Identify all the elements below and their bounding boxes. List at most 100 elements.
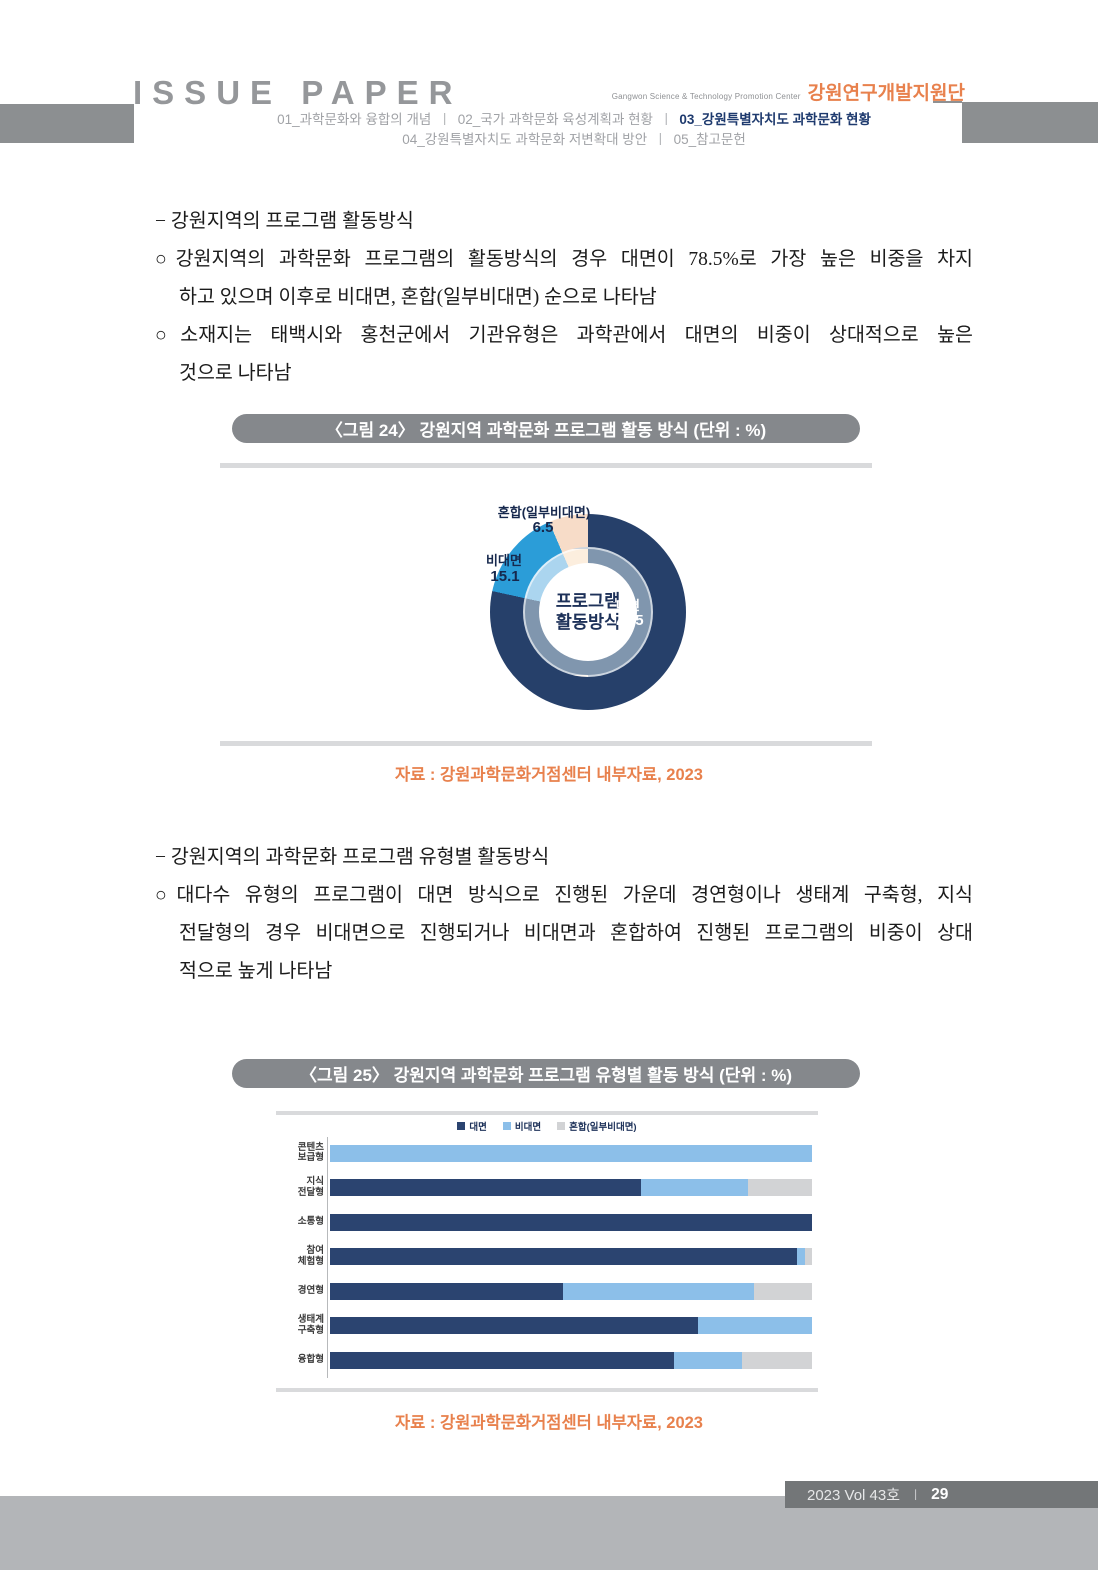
bar-category-label: 생태계 구축형	[297, 1314, 324, 1336]
figure25-rule-top	[276, 1111, 818, 1115]
bar-category-label: 경연형	[297, 1285, 324, 1296]
org-name-kr: 강원연구개발지원단	[807, 83, 965, 104]
body-line: 적으로 높게 나타남	[179, 961, 333, 982]
figure24-title-pill: 〈그림 24〉 강원지역 과학문화 프로그램 활동 방식 (단위 : %)	[232, 414, 860, 443]
bar-track	[330, 1351, 812, 1369]
bar-track	[330, 1179, 812, 1197]
bar-track	[330, 1144, 812, 1162]
legend-swatch	[557, 1122, 566, 1130]
bar-track	[330, 1282, 812, 1300]
figure25-rule-bottom	[276, 1388, 818, 1392]
figure25-source: 자료 : 강원과학문화거점센터 내부자료, 2023	[394, 1414, 703, 1432]
bar-category-label: 참여 체험형	[297, 1245, 324, 1267]
bar-row: 지식 전달형	[276, 1171, 818, 1206]
bar-row: 융합형	[276, 1343, 818, 1378]
body-line: 것으로 나타남	[179, 363, 292, 384]
bar-chart-axis	[327, 1137, 328, 1378]
legend-label: 혼합(일부비대면)	[569, 1122, 637, 1133]
donut-center-line-2: 활동방식	[555, 612, 621, 632]
body-section-1: − 강원지역의 프로그램 활동방식 ○강원지역의 과학문화 프로그램의 활동방식의…	[155, 203, 973, 393]
bar-segment	[562, 1282, 754, 1300]
bar-segment	[330, 1213, 812, 1231]
bar-row: 콘텐츠 보급형	[276, 1136, 818, 1171]
body-line: 전달형의 경우 비대면으로 진행되거나 비대면과 혼합하여 진행된 프로그램의 …	[179, 923, 973, 944]
legend-swatch	[502, 1122, 511, 1130]
bar-track	[330, 1317, 812, 1335]
donut-center-label: 프로그램 활동방식	[539, 563, 637, 661]
legend-label: 비대면	[514, 1122, 542, 1133]
bar-row: 소통형	[276, 1205, 818, 1240]
figure25-title-pill: 〈그림 25〉 강원지역 과학문화 프로그램 유형별 활동 방식 (단위 : %…	[232, 1059, 860, 1088]
nav-item[interactable]: 04_강원특별자치도 과학문화 저변확대 방안	[402, 132, 648, 147]
org-name-en: Gangwon Science & Technology Promotion C…	[611, 92, 801, 101]
header-tick	[933, 101, 962, 103]
body-line: − 강원지역의 프로그램 활동방식	[155, 211, 414, 232]
nav-item[interactable]: 01_과학문화와 융합의 개념	[277, 112, 432, 127]
body-line: − 강원지역의 과학문화 프로그램 유형별 활동방식	[155, 847, 550, 868]
footer-block	[0, 1496, 1098, 1570]
bar-segment	[748, 1179, 812, 1197]
bar-segment	[330, 1144, 812, 1162]
legend-item: 대면	[457, 1119, 487, 1133]
bar-track	[330, 1248, 812, 1266]
footer-volume: 2023 Vol 43호	[807, 1487, 901, 1504]
bar-row: 경연형	[276, 1274, 818, 1309]
figure24-source: 자료 : 강원과학문화거점센터 내부자료, 2023	[394, 766, 703, 784]
bar-category-label: 소통형	[297, 1216, 324, 1227]
donut-center-line-1: 프로그램	[555, 591, 621, 611]
bar-segment	[330, 1317, 698, 1335]
donut-label-face: 대면	[616, 598, 640, 613]
donut-value-nonface: 15.1	[490, 568, 520, 585]
nav-separator: ㅣ	[438, 112, 451, 127]
donut-label-mixed: 혼합(일부비대면)	[497, 505, 591, 520]
bar-segment	[330, 1248, 798, 1266]
body-section-2: − 강원지역의 과학문화 프로그램 유형별 활동방식 ○대다수 유형의 프로그램이…	[155, 839, 973, 991]
donut-chart-ring: 프로그램 활동방식	[490, 514, 686, 710]
bar-category-label: 융합형	[297, 1354, 324, 1365]
nav-separator: ㅣ	[659, 112, 673, 127]
nav-line-2: 04_강원특별자치도 과학문화 저변확대 방안 ㅣ 05_참고문헌	[134, 131, 1014, 148]
footer-separator: ㅣ	[910, 1488, 922, 1502]
legend-item: 비대면	[502, 1119, 542, 1133]
nav-item[interactable]: 05_참고문헌	[673, 132, 746, 147]
body-line: ○소재지는 태백시와 홍천군에서 기관유형은 과학관에서 대면의 비중이 상대적…	[155, 325, 973, 346]
bar-segment	[641, 1179, 749, 1197]
donut-value-face: 78.5	[614, 612, 644, 629]
legend-swatch	[457, 1122, 466, 1130]
figure24-rule-top	[220, 463, 872, 468]
bar-segment	[804, 1248, 812, 1266]
footer-bar: 2023 Vol 43호 ㅣ 29	[785, 1481, 1098, 1508]
bar-row: 생태계 구축형	[276, 1309, 818, 1344]
footer-page-number: 29	[931, 1485, 949, 1503]
body-line: ○대다수 유형의 프로그램이 대면 방식으로 진행된 가운데 경연형이나 생태계…	[155, 885, 973, 906]
bar-row: 참여 체험형	[276, 1240, 818, 1275]
legend-label: 대면	[469, 1122, 487, 1133]
header-org: Gangwon Science & Technology Promotion C…	[612, 78, 965, 105]
bar-segment	[753, 1282, 812, 1300]
bar-segment	[330, 1282, 563, 1300]
bar-category-label: 콘텐츠 보급형	[297, 1141, 324, 1164]
body-line: 하고 있으며 이후로 비대면, 혼합(일부비대면) 순으로 나타남	[179, 287, 657, 308]
bar-segment	[330, 1351, 674, 1369]
nav-item[interactable]: 03_강원특별자치도 과학문화 현황	[679, 112, 871, 127]
masthead-title: ISSUE PAPER	[133, 74, 463, 111]
donut-value-mixed: 6.5	[532, 519, 554, 536]
legend: 대면 비대면 혼합(일부비대면)	[276, 1119, 818, 1133]
bar-segment	[797, 1248, 805, 1266]
header-band-left	[0, 104, 134, 143]
header-band-right	[962, 102, 1098, 143]
figure24-rule-bottom	[220, 741, 872, 746]
nav-separator: ㅣ	[654, 132, 667, 147]
bar-category-label: 지식 전달형	[297, 1176, 324, 1198]
bar-segment	[330, 1179, 642, 1197]
bar-track	[330, 1213, 812, 1231]
donut-label-nonface: 비대면	[486, 553, 522, 568]
nav-item[interactable]: 02_국가 과학문화 육성계획과 현황	[457, 112, 653, 127]
legend-item: 혼합(일부비대면)	[557, 1119, 637, 1133]
bar-segment	[742, 1351, 812, 1369]
bar-segment	[697, 1317, 812, 1335]
body-line: ○강원지역의 과학문화 프로그램의 활동방식의 경우 대면이 78.5%로 가장…	[155, 249, 973, 270]
bar-segment	[673, 1351, 743, 1369]
